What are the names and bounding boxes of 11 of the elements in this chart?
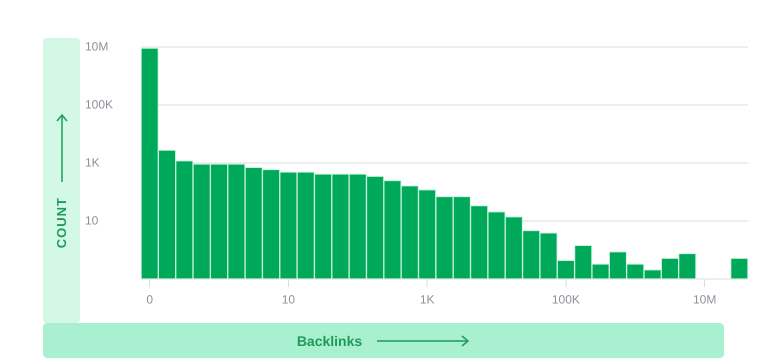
y-tick-label: 10M [85,39,108,54]
x-tick-label: 0 [146,292,154,307]
x-tick-label: 1K [420,292,434,307]
x-tick-label: 10 [282,292,296,307]
x-axis-title: Backlinks [296,332,362,348]
y-tick-label: 1K [85,155,100,170]
x-tick-label: 10M [692,292,716,307]
y-tick-label: 10 [85,213,99,228]
y-tick-label: 100K [85,97,114,112]
x-tick-label: 100K [552,292,580,307]
y-axis-title: COUNT [54,196,69,248]
